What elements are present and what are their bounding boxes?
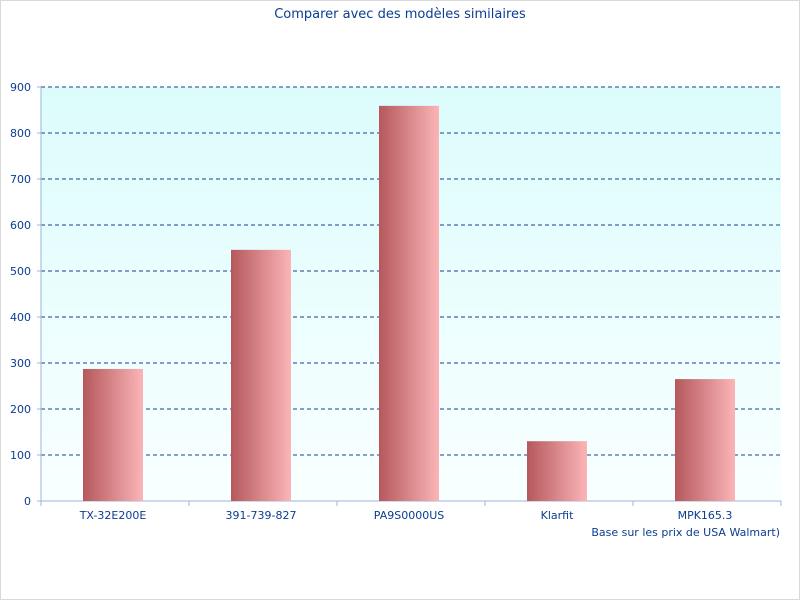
y-tick-label: 800 — [10, 127, 31, 140]
bar-391-739-827 — [231, 249, 291, 501]
y-tick-label: 600 — [10, 219, 31, 232]
y-tick-label: 300 — [10, 357, 31, 370]
bar-pa9s0000us — [379, 105, 439, 502]
chart-title: Comparer avec des modèles similaires — [274, 7, 526, 22]
x-tick-label: 391-739-827 — [226, 509, 297, 522]
x-tick-label: PA9S0000US — [374, 509, 444, 522]
y-tick-label: 500 — [10, 265, 31, 278]
bar-tx-32e200e — [83, 368, 143, 501]
y-tick-label: 0 — [24, 495, 31, 508]
y-tick-label: 900 — [10, 81, 31, 94]
y-tick-label: 700 — [10, 173, 31, 186]
y-tick-label: 200 — [10, 403, 31, 416]
y-tick-label: 100 — [10, 449, 31, 462]
x-tick-label: TX-32E200E — [79, 509, 147, 522]
bar-mpk165-3 — [675, 379, 735, 501]
y-tick-label: 400 — [10, 311, 31, 324]
x-tick-label: Klarfit — [541, 509, 574, 522]
bar-klarfit — [527, 441, 587, 501]
x-axis-label: Base sur les prix de USA Walmart) — [591, 526, 780, 539]
x-tick-label: MPK165.3 — [678, 509, 733, 522]
